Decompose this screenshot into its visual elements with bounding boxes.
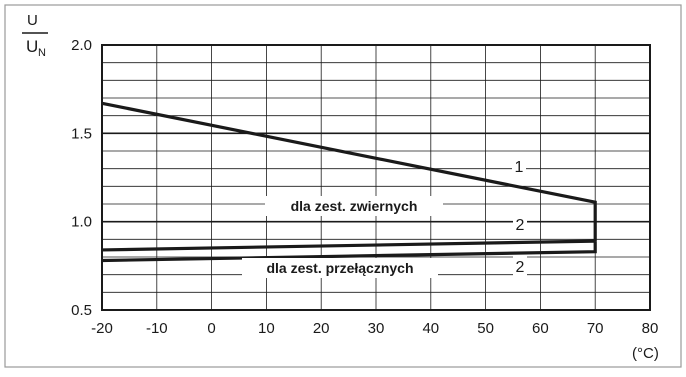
label-2-lower-bg bbox=[513, 256, 527, 276]
y-tick-label: 1.0 bbox=[71, 214, 92, 231]
label-2-upper-bg bbox=[513, 214, 527, 234]
x-tick-label: -10 bbox=[146, 320, 168, 337]
y-tick-label: 1.5 bbox=[71, 125, 92, 142]
x-tick-label: 30 bbox=[368, 320, 385, 337]
y-tick-label: 2.0 bbox=[71, 37, 92, 54]
x-tick-label: 0 bbox=[207, 320, 215, 337]
x-tick-label: 40 bbox=[422, 320, 439, 337]
curve-label-2-lower: 2 bbox=[516, 259, 525, 276]
upper-annotation-bg bbox=[265, 196, 443, 216]
x-tick-label: 20 bbox=[313, 320, 330, 337]
x-tick-label: 50 bbox=[477, 320, 494, 337]
series-line-3 bbox=[101, 241, 597, 263]
lower-annotation-bg bbox=[242, 258, 438, 278]
curve-label-1: 1 bbox=[515, 159, 524, 176]
series-line-1 bbox=[101, 101, 597, 242]
chart-labels: -20 -10 0 10 20 30 40 50 60 70 80 0.5 1.0 1.5 2.0 bbox=[71, 37, 658, 337]
x-tick-label: -20 bbox=[91, 320, 113, 337]
series-line-2 bbox=[101, 239, 596, 252]
plot-area-border bbox=[101, 44, 651, 311]
outer-border bbox=[4, 4, 682, 368]
lower-group-annotation: dla zest. przełącznych bbox=[266, 260, 413, 276]
x-axis-unit: (°C) bbox=[632, 345, 659, 362]
x-tick-label: 80 bbox=[642, 320, 659, 337]
curve-label-2-upper: 2 bbox=[516, 217, 525, 234]
upper-group-annotation: dla zest. zwiernych bbox=[291, 198, 418, 214]
x-tick-label: 10 bbox=[258, 320, 275, 337]
x-tick-label: 60 bbox=[532, 320, 549, 337]
y-axis-label-numerator: U bbox=[27, 12, 38, 29]
y-axis-label-subscript: N bbox=[38, 47, 46, 59]
label-1-bg bbox=[512, 156, 526, 176]
data-series bbox=[101, 101, 597, 263]
y-axis-label-denominator: U bbox=[26, 37, 38, 56]
x-tick-label: 70 bbox=[587, 320, 604, 337]
y-tick-label: 0.5 bbox=[71, 302, 92, 319]
